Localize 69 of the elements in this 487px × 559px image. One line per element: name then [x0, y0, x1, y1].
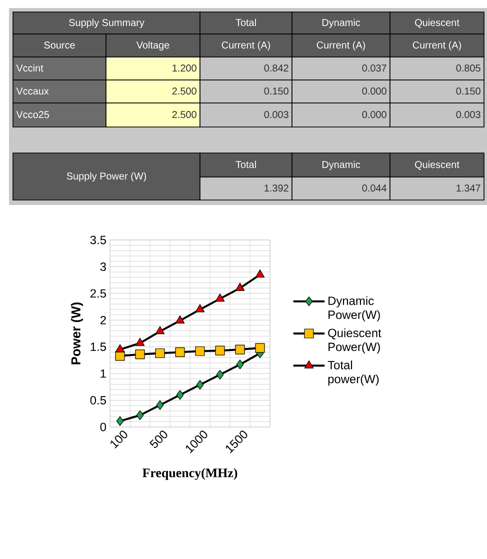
text: Quiescent	[415, 18, 460, 28]
y-tick-label: 1.5	[90, 342, 106, 352]
point	[235, 344, 245, 354]
text: Voltage	[136, 41, 170, 51]
point	[195, 346, 205, 356]
text: 0.044	[362, 184, 387, 192]
text: Dynamic	[322, 18, 360, 28]
point	[175, 347, 185, 357]
point	[195, 304, 205, 312]
text: 0.003	[456, 111, 480, 118]
y-tick-label: 3.5	[90, 236, 106, 244]
text: 0.003	[264, 111, 288, 118]
text: 2.500	[172, 111, 196, 118]
point	[216, 370, 224, 380]
legend-label: Dynamic Power(W)	[328, 296, 380, 322]
text: Total	[236, 18, 256, 26]
text: 0.000	[362, 111, 386, 118]
x-tick-label: 100	[110, 430, 128, 449]
text: 0.000	[362, 88, 386, 95]
point	[255, 343, 265, 353]
text: 1.392	[264, 184, 288, 192]
text: Vcco25	[16, 111, 50, 118]
text: Total	[236, 160, 256, 168]
point	[155, 326, 165, 334]
point	[136, 410, 144, 420]
point	[116, 416, 124, 426]
y-tick-label: 2	[100, 316, 106, 324]
point	[175, 315, 185, 324]
text: 1.200	[172, 64, 196, 72]
point	[135, 350, 145, 360]
text: Current (A)	[222, 41, 270, 51]
y-tick-label: 0.5	[90, 396, 106, 404]
legend-label: Total power(W)	[328, 360, 379, 386]
point	[215, 346, 225, 356]
text: Dynamic	[322, 160, 360, 170]
x-tick-label: 500	[150, 430, 168, 448]
text: Current (A)	[412, 41, 461, 51]
point	[115, 344, 125, 352]
legend-label: Quiescent Power(W)	[328, 328, 382, 354]
y-tick-label: 1	[100, 369, 106, 378]
text: 0.150	[456, 88, 480, 95]
text: Vccaux	[16, 88, 49, 95]
text: 0.842	[264, 64, 288, 72]
text: Vccint	[16, 64, 44, 72]
point	[176, 390, 184, 400]
point	[156, 400, 164, 410]
y-tick-label: 2.5	[90, 289, 106, 298]
text: 0.805	[456, 64, 480, 72]
y-tick-label: 3	[100, 262, 106, 271]
text: Quiescent	[415, 160, 460, 170]
point	[236, 360, 244, 370]
y-tick-label: 0	[100, 422, 106, 432]
text: Source	[44, 42, 75, 49]
point	[215, 293, 225, 302]
text: Supply Power (W)	[66, 172, 146, 182]
text: 2.500	[172, 88, 196, 95]
x-axis-title: Frequency(MHz)	[142, 468, 238, 480]
text: Supply Summary	[69, 18, 144, 28]
point	[235, 282, 245, 291]
text: 0.150	[264, 88, 288, 95]
point	[115, 351, 125, 361]
point	[196, 380, 204, 390]
point	[135, 338, 145, 346]
y-axis-title: Power (W)	[70, 302, 84, 364]
text: Current (A)	[316, 41, 365, 51]
point	[155, 348, 165, 358]
point	[255, 269, 265, 278]
text: 1.347	[456, 184, 480, 192]
text: 0.037	[362, 64, 386, 72]
